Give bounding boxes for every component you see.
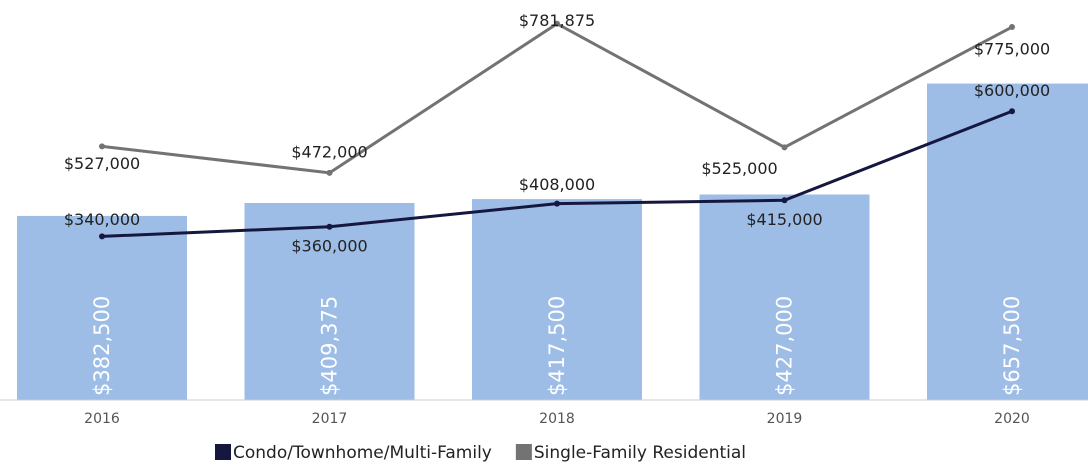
data-label: $415,000 (746, 210, 822, 229)
data-label: $408,000 (519, 175, 595, 194)
data-label: $360,000 (291, 236, 367, 255)
point (781, 144, 788, 151)
data-label: $600,000 (974, 81, 1050, 100)
bar-value-label: $409,375 (318, 296, 342, 396)
legend-label: Condo/Townhome/Multi-Family (233, 443, 492, 463)
legend-label: Single-Family Residential (534, 443, 746, 463)
point (781, 197, 788, 204)
x-tick-label: 2020 (994, 411, 1030, 427)
bar-value-label: $417,500 (545, 296, 569, 396)
point (326, 169, 333, 176)
line (101, 21, 1013, 175)
data-label: $525,000 (701, 159, 777, 178)
point (326, 223, 333, 230)
bar-value-label: $427,000 (773, 296, 797, 396)
legend-swatch (515, 444, 532, 460)
x-tick-label: 2017 (312, 411, 348, 427)
point (554, 20, 560, 27)
bar (472, 199, 642, 400)
bar (244, 202, 415, 400)
point (99, 143, 105, 150)
x-tick-label: 2018 (539, 411, 575, 427)
point (99, 233, 105, 240)
point (1009, 24, 1015, 31)
point (1009, 108, 1015, 115)
bar-value-label: $382,500 (90, 296, 114, 396)
bar (17, 215, 187, 400)
legend: Condo/Townhome/Multi-Family Single-Family… (215, 443, 746, 463)
bar-value-label: $657,500 (1000, 296, 1024, 396)
x-tick-label: 2019 (767, 411, 803, 427)
data-label: $472,000 (291, 142, 367, 161)
data-label: $340,000 (64, 210, 140, 229)
x-tick-label: 2016 (84, 411, 120, 427)
data-label: $527,000 (64, 154, 140, 173)
legend-swatch (215, 444, 231, 460)
point (554, 200, 560, 207)
bar (927, 83, 1088, 400)
bar (699, 194, 870, 400)
data-label: $775,000 (974, 40, 1050, 59)
data-label: $781,875 (519, 11, 595, 30)
